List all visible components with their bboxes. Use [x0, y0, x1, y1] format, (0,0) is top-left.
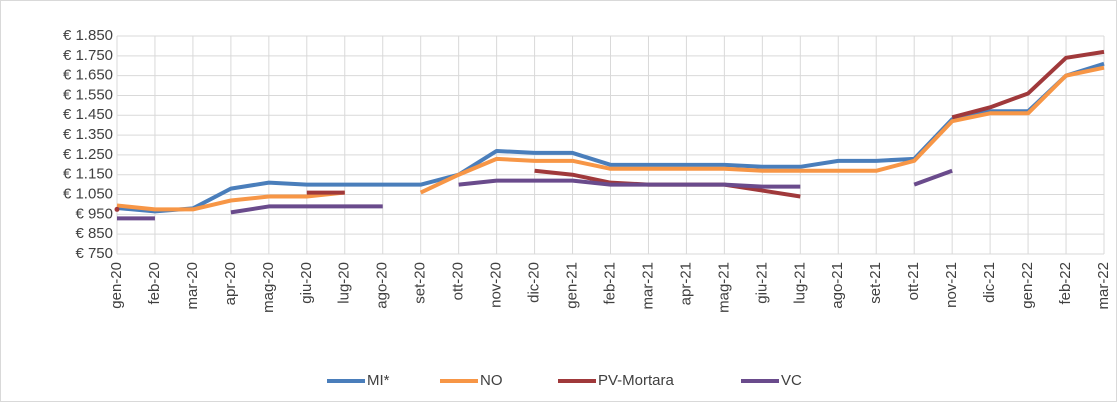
x-tick-label: apr-20 — [222, 262, 239, 305]
x-tick-label: gen-20 — [108, 262, 125, 309]
x-tick-label: feb-21 — [601, 262, 618, 305]
x-tick-label: set-20 — [412, 262, 429, 304]
legend-label: PV-Mortara — [598, 372, 675, 389]
y-tick-label: € 1.050 — [63, 186, 113, 203]
x-tick-label: feb-20 — [146, 262, 163, 305]
x-tick-label: mag-20 — [260, 262, 277, 313]
y-tick-label: € 1.150 — [63, 166, 113, 183]
x-tick-label: giu-21 — [753, 262, 770, 304]
legend-label: VC — [781, 372, 802, 389]
y-tick-label: € 1.750 — [63, 47, 113, 64]
x-tick-label: feb-22 — [1057, 262, 1074, 305]
x-tick-label: ago-21 — [829, 262, 846, 309]
series-line — [458, 178, 801, 189]
series-line — [419, 65, 1105, 195]
x-tick-label: gen-22 — [1019, 262, 1036, 309]
line-point — [114, 206, 120, 212]
x-tick-label: gen-21 — [564, 262, 581, 309]
x-tick-label: set-21 — [867, 262, 884, 304]
x-tick-label: nov-21 — [943, 262, 960, 308]
y-tick-label: € 1.550 — [63, 86, 113, 103]
series-line — [951, 49, 1105, 120]
x-tick-label: nov-20 — [488, 262, 505, 308]
y-tick-label: € 1.250 — [63, 146, 113, 163]
x-tick-label: lug-20 — [336, 262, 353, 304]
x-tick-label: dic-20 — [526, 262, 543, 303]
x-tick-label: ott-20 — [450, 262, 467, 300]
x-tick-label: ott-21 — [905, 262, 922, 300]
x-tick-label: ago-20 — [374, 262, 391, 309]
x-tick-label: dic-21 — [981, 262, 998, 303]
x-tick-label: apr-21 — [677, 262, 694, 305]
series-line — [913, 168, 953, 187]
x-tick-label: mar-20 — [184, 262, 201, 310]
y-tick-label: € 850 — [75, 225, 113, 242]
legend-label: NO — [480, 372, 503, 389]
y-tick-label: € 1.650 — [63, 67, 113, 84]
y-tick-label: € 1.450 — [63, 106, 113, 123]
y-tick-label: € 1.850 — [63, 27, 113, 44]
x-tick-label: mar-22 — [1095, 262, 1112, 310]
x-tick-label: lug-21 — [791, 262, 808, 304]
y-tick-label: € 750 — [75, 245, 113, 262]
x-tick-label: mag-21 — [715, 262, 732, 313]
series-line — [116, 190, 345, 212]
y-tick-label: € 950 — [75, 205, 113, 222]
y-tick-label: € 1.350 — [63, 126, 113, 143]
x-tick-label: giu-20 — [298, 262, 315, 304]
series-line — [230, 204, 383, 215]
legend-label: MI* — [367, 372, 390, 389]
x-tick-label: mar-21 — [639, 262, 656, 310]
